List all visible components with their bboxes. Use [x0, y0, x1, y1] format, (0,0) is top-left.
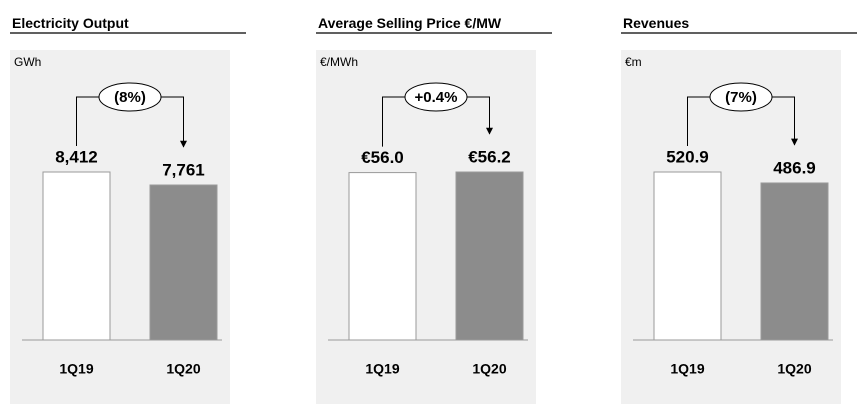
unit-label: €m: [625, 55, 642, 69]
value-label: €56.2: [468, 147, 511, 166]
value-label: 7,761: [162, 160, 205, 179]
bar: [760, 182, 829, 341]
panel-title: Electricity Output: [12, 15, 129, 31]
value-label: 520.9: [666, 147, 709, 166]
category-label: 1Q19: [365, 361, 399, 377]
bar: [149, 184, 218, 341]
bar: [348, 172, 417, 341]
category-label: 1Q20: [166, 361, 200, 377]
annotation: (8%): [114, 89, 146, 106]
category-label: 1Q19: [59, 361, 93, 377]
annotation: (7%): [725, 89, 757, 106]
panel-title: Revenues: [623, 15, 689, 31]
value-label: €56.0: [361, 148, 404, 167]
bar: [653, 171, 722, 341]
annotation-bubble: [98, 82, 162, 112]
category-label: 1Q19: [670, 361, 704, 377]
panel-title: Average Selling Price €/MW: [318, 15, 502, 31]
value-label: 8,412: [55, 147, 98, 166]
category-label: 1Q20: [777, 361, 811, 377]
unit-label: GWh: [14, 55, 41, 69]
annotation-bubble: [709, 82, 773, 112]
unit-label: €/MWh: [320, 55, 358, 69]
bar: [42, 171, 111, 341]
panel: Electricity Output GWh 8,412 1Q19 7,761 1Q20 (…: [10, 15, 246, 404]
panel: Average Selling Price €/MW €/MWh €56.0 1Q19…: [316, 15, 552, 404]
panel: Revenues €m 520.9 1Q19 486.9 1Q20 (7%): [621, 15, 857, 404]
value-label: 486.9: [773, 158, 816, 177]
annotation: +0.4%: [415, 89, 458, 106]
category-label: 1Q20: [472, 361, 506, 377]
annotation-bubble: [404, 82, 468, 112]
bar: [455, 171, 524, 341]
